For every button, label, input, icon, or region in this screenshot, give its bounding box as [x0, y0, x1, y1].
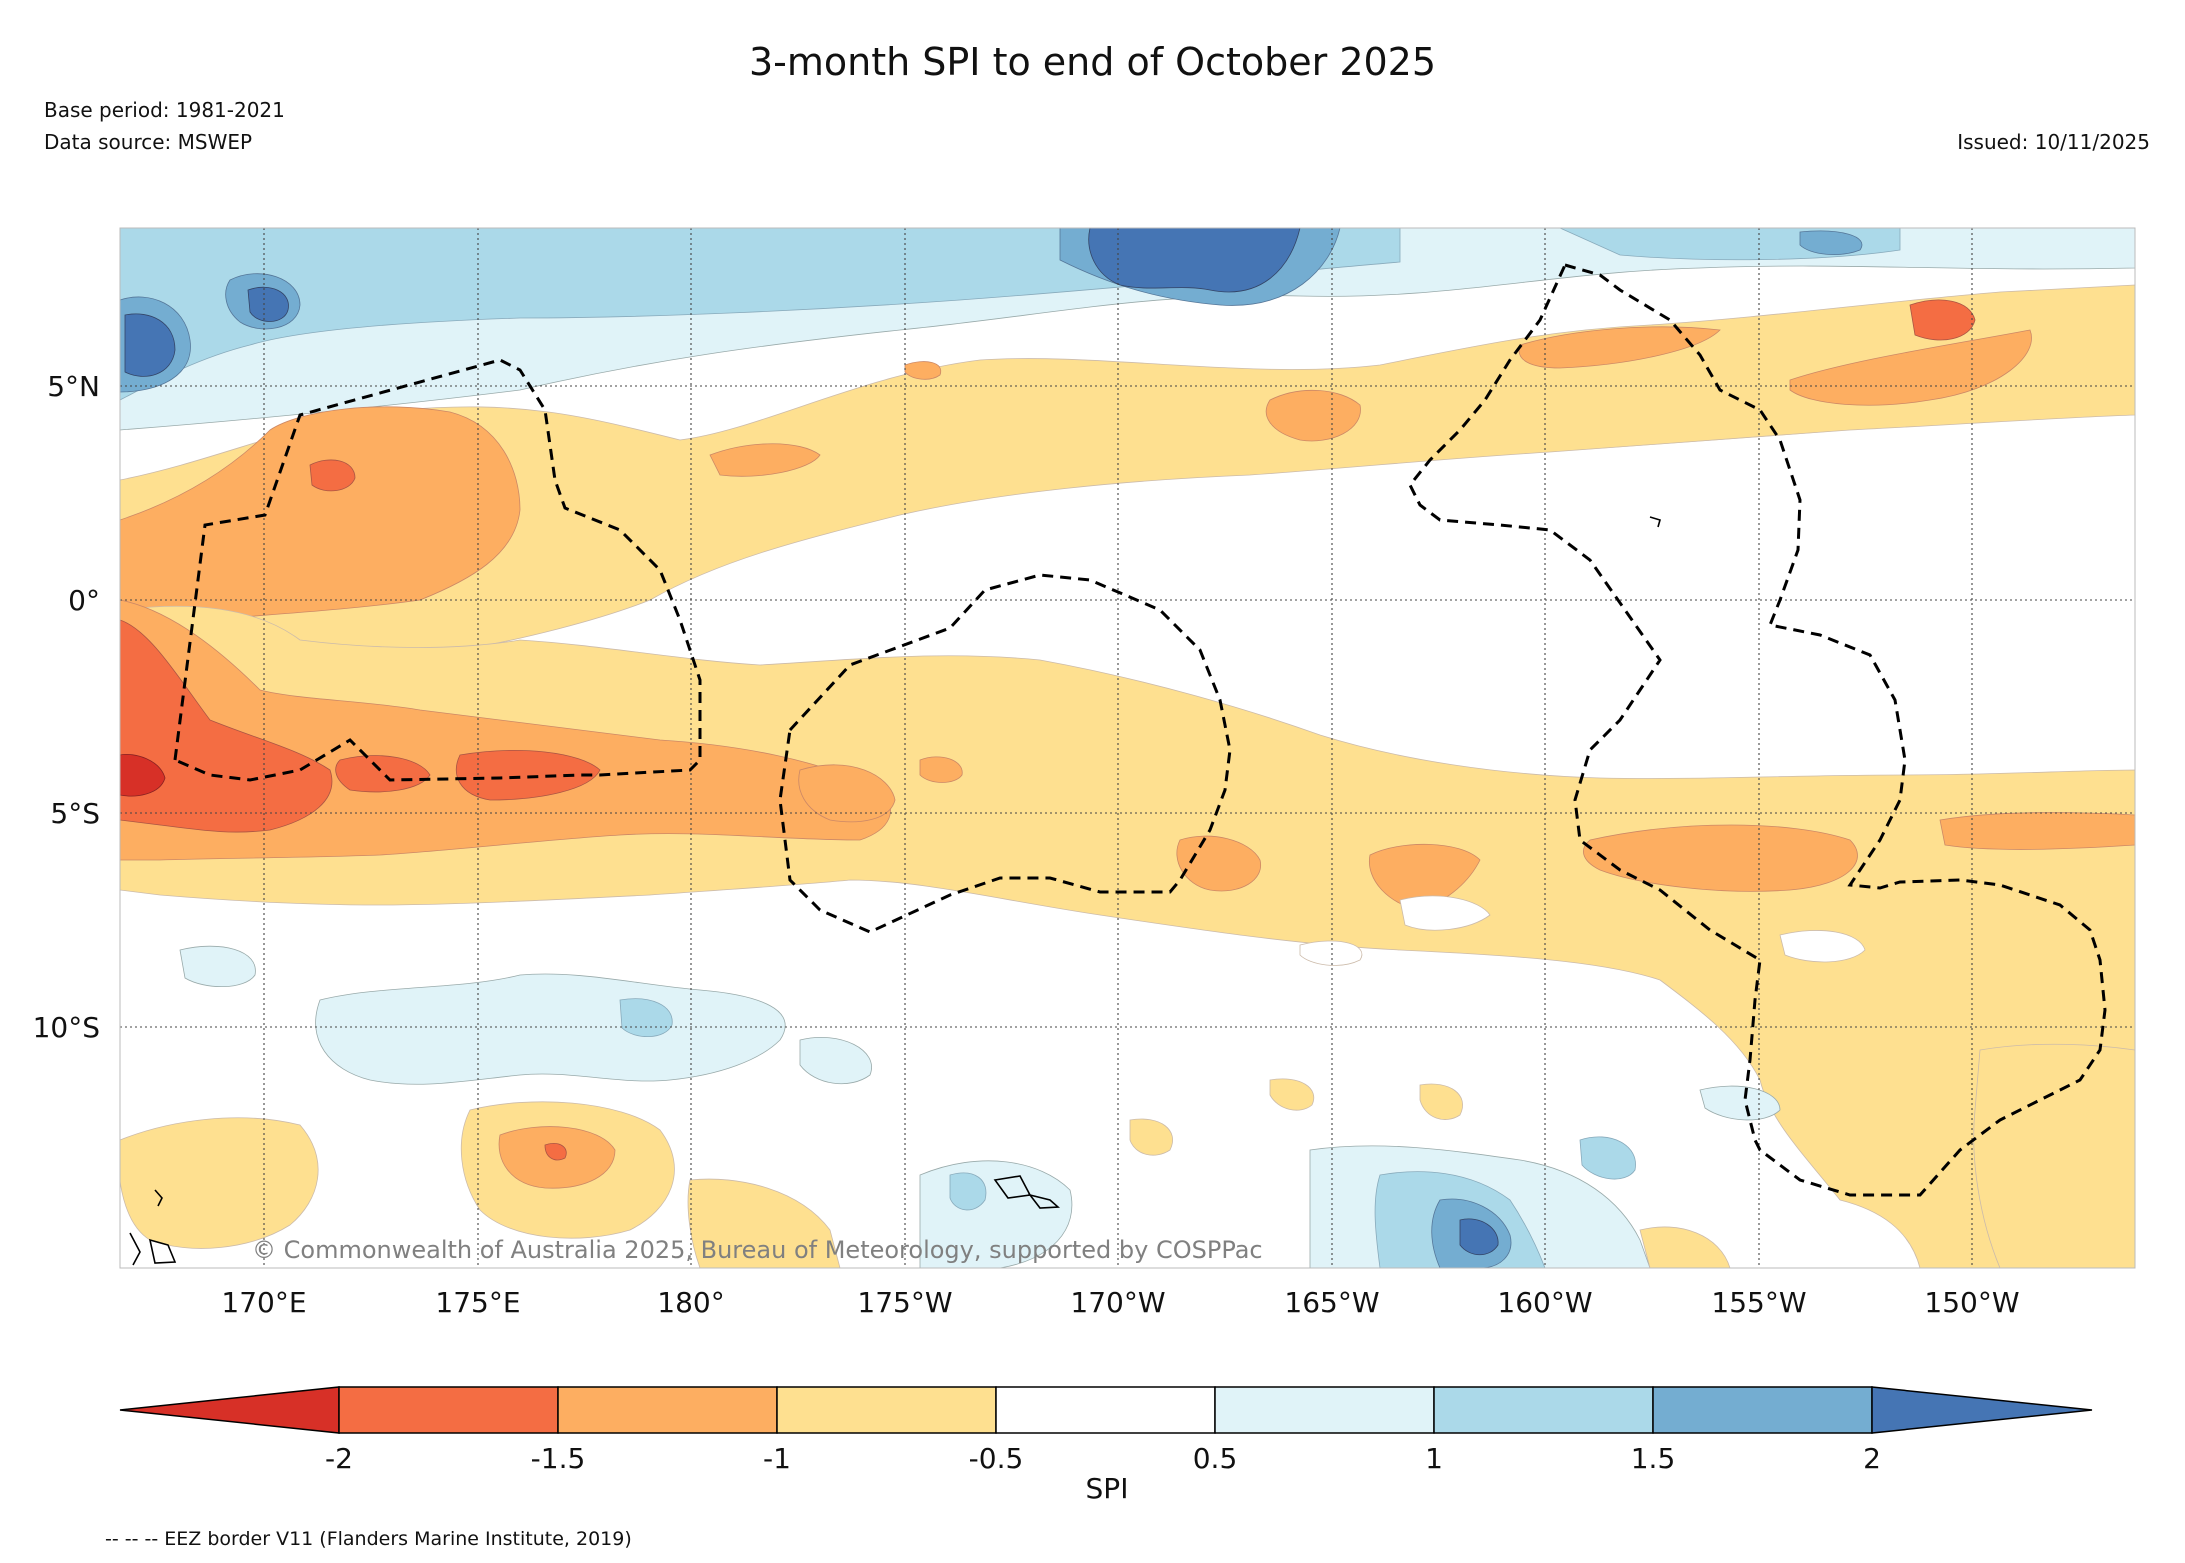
map-frame [119, 227, 2136, 1269]
lon-label-180: 180° [657, 1286, 724, 1319]
eez-legend-footnote: -- -- -- EEZ border V11 (Flanders Marine… [105, 1528, 632, 1550]
graticule [120, 228, 2135, 1268]
colorbar-tick-label: 2 [1863, 1442, 1881, 1475]
colorbar-tick-label: 0.5 [1193, 1442, 1238, 1475]
longitude-labels: 170°E 175°E 180° 175°W 170°W 165°W 160°W… [221, 1286, 2019, 1319]
south-dry-band [120, 599, 2135, 1268]
map-title: 3-month SPI to end of October 2025 [748, 40, 1437, 84]
colorbar-title: SPI [1086, 1472, 1129, 1505]
colorbar-tick-label: 1.5 [1631, 1442, 1676, 1475]
lat-label-0: 0° [68, 584, 100, 617]
base-period-label: Base period: 1981-2021 [44, 98, 285, 122]
colorbar-segment-5 [1214, 1386, 1435, 1434]
colorbar-tick-label: 1 [1425, 1442, 1443, 1475]
lon-label-165w: 165°W [1284, 1286, 1379, 1319]
lon-label-160w: 160°W [1497, 1286, 1592, 1319]
colorbar-segment-1 [338, 1386, 559, 1434]
colorbar-tick-label: -1.5 [531, 1442, 586, 1475]
colorbar-segment-3 [776, 1386, 997, 1434]
data-source-label: Data source: MSWEP [44, 130, 253, 154]
lon-label-170w: 170°W [1070, 1286, 1165, 1319]
issued-date-label: Issued: 10/11/2025 [1957, 130, 2150, 154]
colorbar: -2 -1.5 -1 -0.5 0.5 1 1.5 2 SPI [119, 1386, 2093, 1505]
latitude-labels: 5°N 0° 5°S 10°S [33, 370, 100, 1044]
lat-label-5n: 5°N [47, 370, 100, 403]
colorbar-segment-7 [1652, 1386, 1873, 1434]
lat-label-5s: 5°S [50, 797, 100, 830]
colorbar-tick-label: -1 [763, 1442, 791, 1475]
south-wet-patches [179, 945, 1781, 1268]
lon-label-155w: 155°W [1711, 1286, 1806, 1319]
colorbar-extend-low [119, 1386, 340, 1434]
colorbar-tick-label: -2 [325, 1442, 353, 1475]
colorbar-segment-2 [557, 1386, 778, 1434]
copyright-text: © Commonwealth of Australia 2025, Bureau… [252, 1236, 1263, 1264]
lon-label-150w: 150°W [1924, 1286, 2019, 1319]
colorbar-segment-4 [995, 1386, 1216, 1434]
colorbar-segment-6 [1433, 1386, 1654, 1434]
lon-label-175e: 175°E [435, 1286, 520, 1319]
map-panel: © Commonwealth of Australia 2025, Bureau… [120, 228, 2135, 1268]
lat-label-10s: 10°S [33, 1011, 100, 1044]
north-wet-band [120, 228, 2135, 431]
lon-label-175w: 175°W [857, 1286, 952, 1319]
colorbar-tick-label: -0.5 [969, 1442, 1024, 1475]
colorbar-extend-high [1871, 1386, 2093, 1434]
far-south-dry-patches [120, 1043, 2135, 1268]
eez-borders [173, 263, 2107, 1197]
lon-label-170e: 170°E [221, 1286, 306, 1319]
island-outlines [129, 516, 1661, 1266]
